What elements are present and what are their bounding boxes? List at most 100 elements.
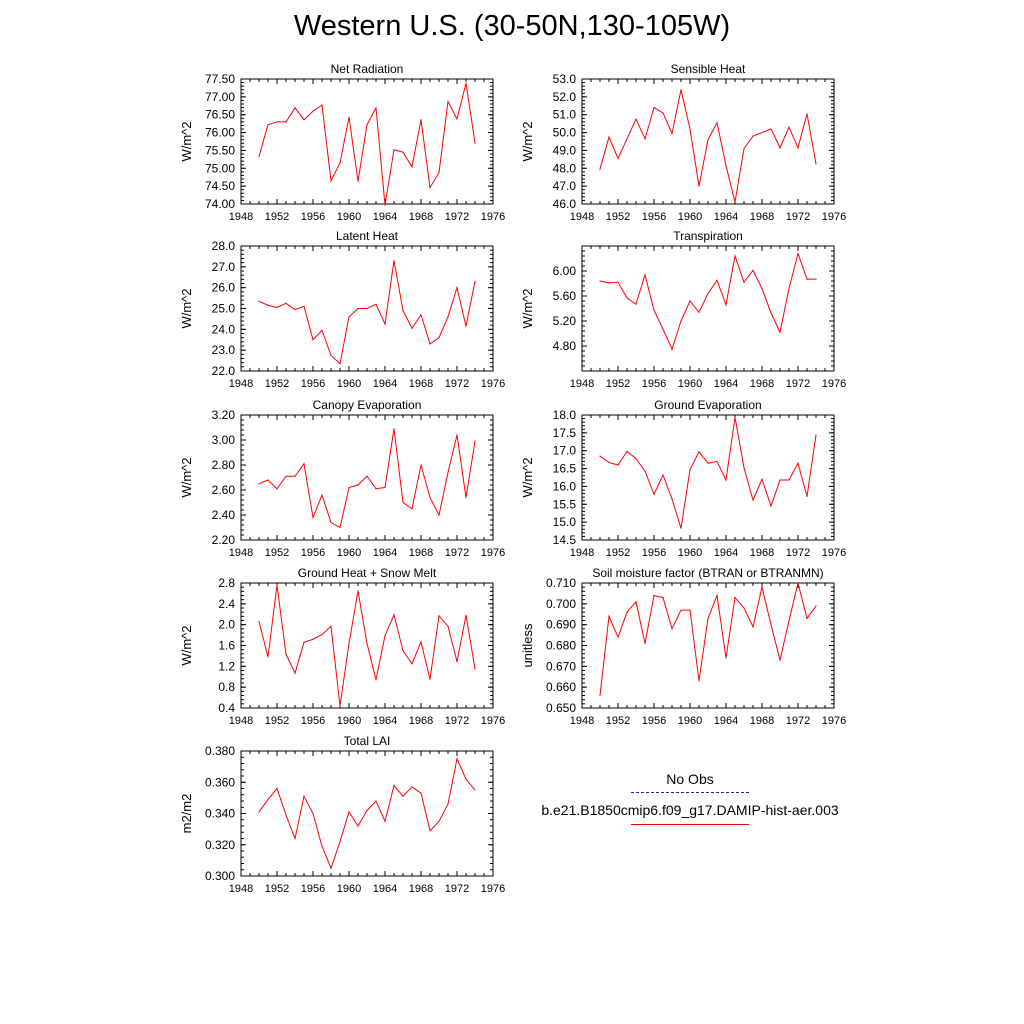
series-line-0 (599, 251, 816, 351)
data-point (671, 628, 673, 630)
data-point (447, 625, 449, 627)
data-point (617, 464, 619, 466)
data-point (303, 795, 305, 797)
data-point (267, 798, 269, 801)
y-tick-label: 2.40 (212, 508, 236, 522)
data-point (626, 138, 628, 140)
y-tick-label: 2.80 (212, 458, 236, 472)
y-tick-label: 2.0 (218, 618, 235, 632)
data-point (761, 586, 763, 588)
x-tick-label: 1972 (445, 715, 469, 727)
x-tick-label: 1960 (678, 378, 702, 390)
series-line-0 (258, 585, 476, 706)
panel-title: Ground Evaporation (654, 398, 761, 412)
data-point (608, 282, 610, 284)
data-point (330, 625, 332, 627)
data-point (393, 149, 395, 151)
x-tick-label: 1948 (229, 378, 253, 390)
y-tick-label: 0.710 (546, 576, 576, 590)
y-tick-label: 0.700 (546, 597, 576, 611)
x-tick-label: 1972 (786, 715, 810, 727)
data-point (752, 269, 754, 271)
data-point (815, 278, 817, 280)
y-tick-label: 76.00 (205, 126, 235, 140)
data-point (357, 180, 359, 182)
y-tick-label: 28.0 (212, 239, 236, 253)
plot-frame (581, 245, 835, 372)
data-point (779, 331, 781, 333)
panel-title: Canopy Evaporation (313, 398, 422, 412)
data-point (788, 126, 790, 128)
x-tick-label: 1952 (606, 211, 630, 223)
x-tick-label: 1948 (570, 211, 594, 223)
y-axis-label: W/m^2 (520, 121, 535, 161)
data-point (770, 505, 772, 507)
y-tick-label: 15.5 (553, 497, 577, 511)
data-point (294, 308, 296, 311)
data-point (698, 680, 700, 682)
y-tick-label: 16.0 (553, 479, 577, 493)
x-tick-label: 1968 (409, 547, 433, 559)
panel-6: Ground Heat + Snow Melt W/m^2 1948 1952 1956… (179, 566, 505, 727)
data-point (770, 128, 772, 130)
y-axis-label: W/m^2 (179, 457, 194, 497)
data-point (653, 106, 655, 109)
data-point (339, 841, 341, 843)
data-point (707, 292, 709, 295)
x-tick-label: 1956 (301, 547, 325, 559)
series-line-0 (258, 428, 476, 529)
panel-2: Latent Heat W/m^2 1948 1952 1956 1960 1964 1968… (179, 229, 505, 390)
y-tick-label: 0.690 (546, 618, 576, 632)
data-point (339, 526, 341, 529)
data-point (734, 416, 736, 419)
data-point (447, 471, 449, 474)
data-point (330, 354, 332, 356)
data-point (438, 337, 440, 339)
y-tick-label: 2.60 (212, 483, 236, 497)
data-point (375, 107, 377, 109)
x-tick-label: 1964 (714, 715, 738, 727)
data-point (357, 484, 359, 486)
y-axis-label: W/m^2 (520, 288, 535, 328)
series-line-0 (258, 83, 476, 206)
x-tick-label: 1956 (642, 211, 666, 223)
data-point (779, 147, 781, 149)
x-tick-label: 1976 (481, 378, 505, 390)
panel-7: Soil moisture factor (BTRAN or BTRANMN) u… (520, 566, 846, 727)
data-point (375, 303, 377, 305)
data-point (456, 118, 458, 120)
data-point (761, 131, 763, 134)
data-point (411, 166, 413, 168)
data-point (384, 635, 386, 637)
data-point (752, 499, 754, 501)
panel-title: Net Radiation (331, 62, 404, 76)
x-tick-label: 1964 (714, 211, 738, 223)
y-tick-label: 6.00 (553, 264, 577, 278)
panel-5: Ground Evaporation W/m^2 1948 1952 1956 1960 1… (520, 398, 846, 559)
series-line-0 (258, 260, 476, 365)
legend: No Obs b.e21.B1850cmip6.f09_g17.DAMIP-hi… (520, 770, 860, 825)
y-tick-label: 77.00 (205, 90, 235, 104)
plot-frame (581, 414, 835, 541)
data-point (680, 527, 682, 529)
data-point (321, 845, 323, 847)
x-tick-label: 1968 (750, 378, 774, 390)
data-point (635, 303, 637, 305)
y-axis-label: m2/m2 (179, 794, 194, 834)
x-tick-label: 1948 (570, 378, 594, 390)
y-tick-label: 74.50 (205, 179, 235, 193)
x-tick-label: 1964 (373, 547, 397, 559)
x-tick-label: 1972 (786, 547, 810, 559)
data-point (276, 584, 278, 586)
panel-title: Ground Heat + Snow Melt (298, 566, 437, 580)
data-point (276, 121, 278, 123)
data-point (644, 274, 646, 276)
data-point (447, 100, 449, 103)
x-tick-label: 1972 (445, 883, 469, 895)
x-tick-label: 1956 (642, 715, 666, 727)
data-point (348, 316, 350, 318)
data-point (258, 620, 260, 623)
y-tick-label: 23.0 (212, 343, 236, 357)
y-tick-label: 46.0 (553, 197, 577, 211)
x-tick-label: 1968 (409, 378, 433, 390)
